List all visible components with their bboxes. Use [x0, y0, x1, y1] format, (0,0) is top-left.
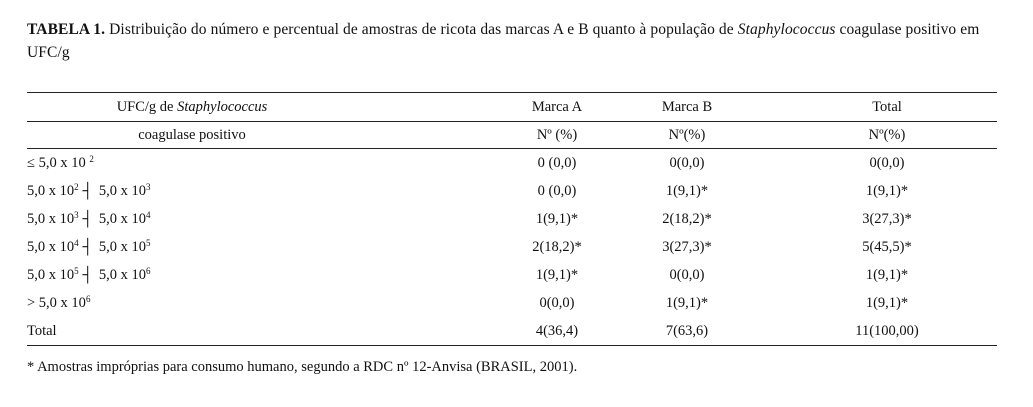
cell-marca-a: 0 (0,0) — [537, 154, 577, 171]
caption-label: TABELA 1. — [27, 21, 106, 38]
range-end: 5,0 x 10 — [98, 182, 147, 199]
range-start: 5,0 x 10 — [27, 266, 75, 283]
caption-text-end: coagulase positivo em UFC/g — [27, 21, 980, 61]
range-cell: > 5,0 x 106 — [27, 289, 357, 317]
range-start: 5,0 x 10 — [27, 182, 75, 199]
table-row: 5,0 x 104 ┤ 5,0 x 105 2(18,2)* 3(27,3)* 5(45,… — [27, 233, 997, 261]
cell-marca-b: 1(9,1)* — [665, 182, 709, 199]
cell-marca-a: 1(9,1)* — [535, 266, 579, 283]
cell-total: 1(9,1)* — [865, 266, 909, 283]
data-table: UFC/g de Staphylococcus Marca A Marca B … — [27, 92, 997, 346]
range-cell: 5,0 x 103 ┤ 5,0 x 104 — [27, 205, 357, 233]
range-start: 5,0 x 10 — [27, 210, 75, 227]
range-separator: ┤ — [82, 182, 93, 199]
header-row: UFC/g de Staphylococcus Marca A Marca B … — [27, 92, 997, 122]
exponent: 4 — [74, 237, 79, 248]
range-end: 5,0 x 10 — [98, 266, 147, 283]
range-separator: ┤ — [82, 266, 93, 283]
header-cell-total: Total — [777, 92, 997, 122]
cell-marca-b: 3(27,3)* — [662, 238, 712, 255]
table-row: 5,0 x 105 ┤ 5,0 x 106 1(9,1)* 0(0,0) 1(9,1)* — [27, 261, 997, 289]
range-cell: 5,0 x 104 ┤ 5,0 x 105 — [27, 233, 357, 261]
exponent: 5 — [74, 265, 79, 276]
table-caption: TABELA 1. Distribuição do número e perce… — [27, 18, 1002, 64]
cell-marca-a: 0 (0,0) — [537, 182, 577, 199]
range-separator: ┤ — [82, 238, 93, 255]
header-text: UFC/g de — [116, 98, 178, 115]
table-row: Total 4(36,4) 7(63,6) 11(100,00) — [27, 317, 997, 346]
table-row: > 5,0 x 106 0(0,0) 1(9,1)* 1(9,1)* — [27, 289, 997, 317]
cell-total: 0(0,0) — [869, 154, 905, 171]
exponent: 2 — [74, 181, 79, 192]
cell-marca-b: 1(9,1)* — [665, 294, 709, 311]
cell-total: 3(27,3)* — [862, 210, 912, 227]
cell-marca-a: 4(36,4) — [437, 317, 677, 346]
footnote: * Amostras impróprias para consumo human… — [27, 359, 578, 375]
cell-total: 11(100,00) — [777, 317, 997, 346]
subheader-row: coagulase positivo Nº (%) Nº(%) Nº(%) — [27, 121, 997, 149]
table-row: 5,0 x 103 ┤ 5,0 x 104 1(9,1)* 2(18,2)* 3(27,3… — [27, 205, 997, 233]
range-cell: ≤ 5,0 x 10 2 — [27, 149, 357, 178]
cell-total: 1(9,1)* — [865, 294, 909, 311]
cell-marca-b: 2(18,2)* — [662, 210, 712, 227]
cell-marca-b: 0(0,0) — [669, 154, 705, 171]
caption-text: Distribuição do número e percentual de a… — [105, 21, 738, 38]
range-start: Total — [27, 322, 57, 339]
range-cell: 5,0 x 105 ┤ 5,0 x 106 — [27, 261, 357, 289]
range-start: > 5,0 x 10 — [27, 294, 86, 311]
range-cell: 5,0 x 102 ┤ 5,0 x 103 — [27, 177, 357, 205]
exponent: 2 — [89, 153, 94, 164]
cell-marca-a: 1(9,1)* — [535, 210, 579, 227]
subheader-cell-3: Nº(%) — [777, 121, 997, 149]
caption-italic: Staphylococcus — [737, 21, 836, 38]
exponent: 5 — [146, 237, 151, 248]
table-row: 5,0 x 102 ┤ 5,0 x 103 0 (0,0) 1(9,1)* 1(9,1)* — [27, 177, 997, 205]
subheader-cell-1: Nº (%) — [437, 121, 677, 149]
cell-total: 5(45,5)* — [862, 238, 912, 255]
range-end: 5,0 x 10 — [98, 210, 147, 227]
range-start: 5,0 x 10 — [27, 238, 75, 255]
cell-marca-b: 0(0,0) — [669, 266, 705, 283]
subheader-cell-0: coagulase positivo — [27, 121, 357, 149]
header-cell-ufc: UFC/g de Staphylococcus — [27, 92, 357, 122]
range-separator: ┤ — [82, 210, 93, 227]
cell-marca-a: 2(18,2)* — [532, 238, 582, 255]
header-italic: Staphylococcus — [177, 98, 268, 115]
exponent: 3 — [146, 181, 151, 192]
exponent: 3 — [74, 209, 79, 220]
range-start: ≤ 5,0 x 10 — [27, 154, 90, 171]
cell-total: 1(9,1)* — [865, 182, 909, 199]
exponent: 6 — [85, 293, 91, 304]
exponent: 4 — [146, 209, 151, 220]
exponent: 6 — [146, 265, 151, 276]
table-row: ≤ 5,0 x 10 2 0 (0,0) 0(0,0) 0(0,0) — [27, 149, 997, 178]
cell-marca-a: 0(0,0) — [539, 294, 575, 311]
range-end: 5,0 x 10 — [98, 238, 147, 255]
range-cell: Total — [27, 317, 357, 346]
header-cell-marca-a: Marca A — [437, 92, 677, 122]
